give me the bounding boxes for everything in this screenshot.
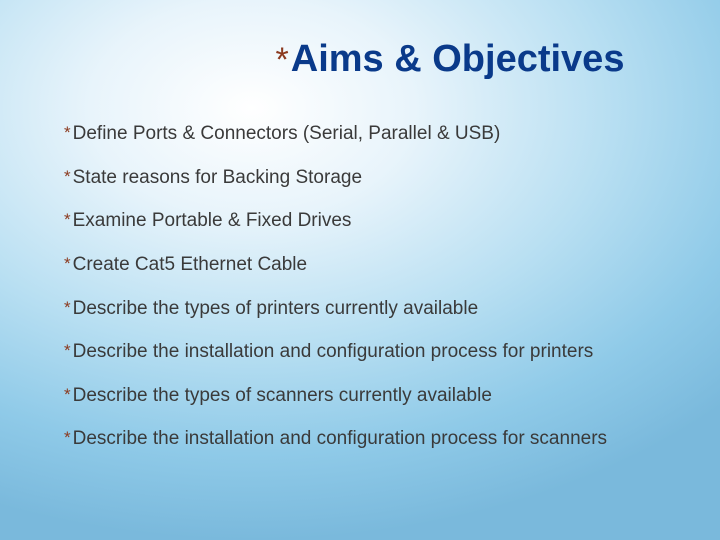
bullet-list: * Define Ports & Connectors (Serial, Par… — [50, 121, 670, 452]
list-item: * Describe the types of scanners current… — [64, 383, 670, 409]
star-icon: * — [64, 166, 71, 189]
list-item: * Define Ports & Connectors (Serial, Par… — [64, 121, 670, 147]
star-icon: * — [64, 427, 71, 450]
bullet-text: Create Cat5 Ethernet Cable — [73, 252, 670, 278]
list-item: * Create Cat5 Ethernet Cable — [64, 252, 670, 278]
bullet-text: Describe the installation and configurat… — [73, 426, 670, 452]
star-icon: * — [64, 340, 71, 363]
bullet-text: State reasons for Backing Storage — [73, 165, 670, 191]
list-item: * Describe the installation and configur… — [64, 426, 670, 452]
star-icon: * — [276, 41, 289, 80]
bullet-text: Define Ports & Connectors (Serial, Paral… — [73, 121, 670, 147]
star-icon: * — [64, 122, 71, 145]
list-item: * State reasons for Backing Storage — [64, 165, 670, 191]
list-item: * Describe the installation and configur… — [64, 339, 670, 365]
slide: * Aims & Objectives * Define Ports & Con… — [0, 0, 720, 540]
list-item: * Describe the types of printers current… — [64, 296, 670, 322]
bullet-text: Describe the types of printers currently… — [73, 296, 670, 322]
bullet-text: Examine Portable & Fixed Drives — [73, 208, 670, 234]
slide-title: Aims & Objectives — [291, 38, 625, 81]
list-item: * Examine Portable & Fixed Drives — [64, 208, 670, 234]
star-icon: * — [64, 253, 71, 276]
title-row: * Aims & Objectives — [50, 38, 670, 81]
star-icon: * — [64, 209, 71, 232]
star-icon: * — [64, 384, 71, 407]
bullet-text: Describe the types of scanners currently… — [73, 383, 670, 409]
star-icon: * — [64, 297, 71, 320]
bullet-text: Describe the installation and configurat… — [73, 339, 670, 365]
